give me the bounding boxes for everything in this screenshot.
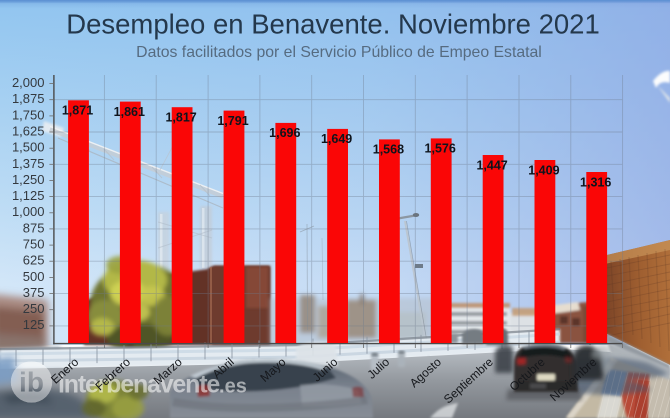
- svg-text:1,447: 1,447: [476, 158, 507, 172]
- svg-text:750: 750: [23, 237, 45, 252]
- svg-text:interbenavente.es: interbenavente.es: [58, 371, 247, 399]
- svg-text:1,576: 1,576: [425, 142, 456, 156]
- svg-text:1,750: 1,750: [12, 107, 45, 122]
- svg-text:500: 500: [23, 269, 45, 284]
- svg-text:1,791: 1,791: [217, 114, 248, 128]
- svg-text:1,316: 1,316: [580, 175, 611, 189]
- svg-text:2,000: 2,000: [12, 75, 45, 90]
- svg-text:1,625: 1,625: [12, 123, 45, 138]
- svg-text:1,000: 1,000: [12, 204, 45, 219]
- svg-text:125: 125: [23, 317, 45, 332]
- svg-text:1,817: 1,817: [165, 111, 196, 125]
- svg-text:Desempleo en Benavente. Noviem: Desempleo en Benavente. Noviembre 2021: [66, 9, 600, 40]
- svg-text:1,500: 1,500: [12, 140, 45, 155]
- svg-text:1,871: 1,871: [62, 104, 93, 118]
- svg-text:1,250: 1,250: [12, 172, 45, 187]
- svg-text:1,875: 1,875: [12, 91, 45, 106]
- svg-text:1,125: 1,125: [12, 188, 45, 203]
- svg-text:1,409: 1,409: [528, 163, 559, 177]
- svg-text:250: 250: [23, 301, 45, 316]
- svg-text:1,568: 1,568: [373, 143, 404, 157]
- svg-text:1,696: 1,696: [269, 126, 300, 140]
- svg-text:875: 875: [23, 220, 45, 235]
- svg-text:1,649: 1,649: [321, 132, 352, 146]
- svg-text:1,861: 1,861: [114, 105, 145, 119]
- svg-text:Datos facilitados por el Servi: Datos facilitados por el Servicio Públic…: [136, 44, 542, 61]
- svg-text:625: 625: [23, 253, 45, 268]
- svg-text:1,375: 1,375: [12, 156, 45, 171]
- svg-text:375: 375: [23, 285, 45, 300]
